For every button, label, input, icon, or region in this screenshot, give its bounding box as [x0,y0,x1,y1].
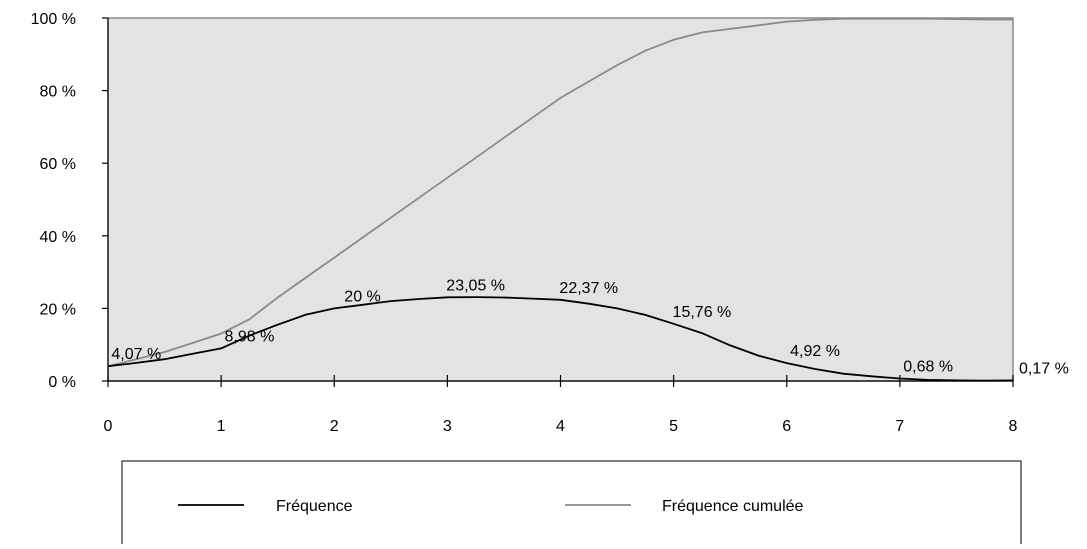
data-label: 20 % [344,288,380,305]
data-label: 15,76 % [673,304,732,321]
legend-label: Fréquence [276,498,353,515]
data-label: 8,98 % [225,328,275,345]
data-label: 22,37 % [559,280,618,297]
data-label: 0,17 % [1019,360,1069,377]
y-tick-label: 60 % [40,156,76,173]
x-tick-label: 7 [895,418,904,435]
data-label: 4,07 % [111,346,161,363]
x-tick-label: 8 [1009,418,1018,435]
axes: 0 % 20 % 40 % 60 % 80 % 100 % 0 1 2 3 4 5 6 7 8 [31,11,1018,435]
data-label: 4,92 % [790,343,840,360]
y-tick-label: 20 % [40,301,76,318]
series-line-frequence [107,296,1014,382]
series-line-frequence-cumulee [107,17,1013,368]
data-label: 23,05 % [446,277,505,294]
legend-label: Fréquence cumulée [662,498,804,515]
x-tick-label: 6 [782,418,791,435]
x-tick-label: 1 [217,418,226,435]
y-tick-label: 80 % [40,84,76,101]
data-labels: 4,07 % 8,98 % 20 % 23,05 % 22,37 % 15,76 % 4,9… [111,277,1068,377]
data-label: 0,68 % [903,359,953,376]
y-tick-label: 40 % [40,229,76,246]
y-tick-label: 100 % [31,11,76,28]
x-tick-label: 3 [443,418,452,435]
x-tick-label: 4 [556,418,565,435]
x-tick-label: 0 [104,418,113,435]
series-lines [107,17,1014,382]
legend-box [121,460,1022,549]
x-tick-label: 2 [330,418,339,435]
y-tick-label: 0 % [48,374,76,391]
x-tick-label: 5 [669,418,678,435]
plot-area [107,17,1014,382]
legend: Fréquence Fréquence cumulée [121,460,1022,549]
